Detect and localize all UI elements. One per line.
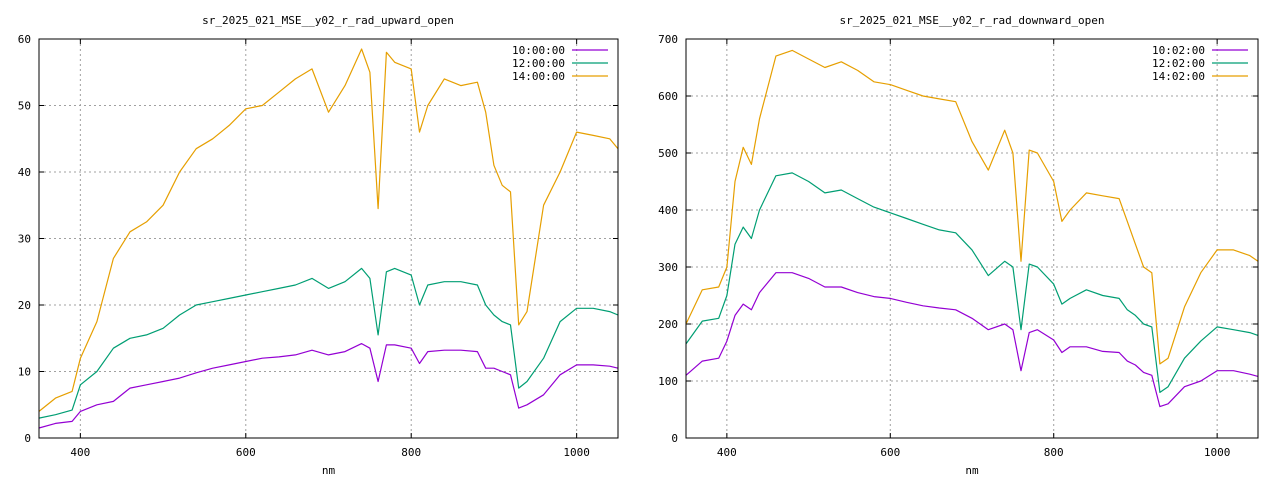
- y-tick-label: 500: [658, 147, 678, 160]
- y-tick-label: 200: [658, 318, 678, 331]
- series-line-2: [38, 267, 619, 419]
- y-tick-label: 0: [671, 432, 678, 445]
- x-tick-label: 1000: [563, 446, 590, 459]
- x-axis-label: nm: [322, 464, 336, 477]
- y-tick-label: 10: [18, 366, 31, 379]
- x-axis-label: nm: [965, 464, 979, 477]
- plot-frame: [38, 38, 619, 439]
- legend-label: 10:00:00: [512, 44, 565, 57]
- x-tick-label: 400: [70, 446, 90, 459]
- y-tick-label: 50: [18, 100, 31, 113]
- y-tick-label: 40: [18, 166, 31, 179]
- legend-label: 10:02:00: [1152, 44, 1205, 57]
- y-tick-label: 20: [18, 299, 31, 312]
- x-tick-label: 800: [401, 446, 421, 459]
- series-line-2: [685, 172, 1259, 393]
- chart-1: sr_2025_021_MSE__y02_r_rad_upward_open 0 1…: [18, 14, 619, 477]
- x-tick-label: 600: [236, 446, 256, 459]
- plot-frame: [685, 38, 1259, 439]
- y-tick-label: 600: [658, 90, 678, 103]
- x-tick-label: 400: [717, 446, 737, 459]
- legend-label: 12:02:00: [1152, 57, 1205, 70]
- x-tick-label: 600: [880, 446, 900, 459]
- y-tick-label: 300: [658, 261, 678, 274]
- y-tick-label: 100: [658, 375, 678, 388]
- series-line-1: [38, 343, 619, 429]
- y-tick-label: 30: [18, 233, 31, 246]
- y-tick-label: 400: [658, 204, 678, 217]
- legend-label: 12:00:00: [512, 57, 565, 70]
- chart-2: sr_2025_021_MSE__y02_r_rad_downward_open…: [658, 14, 1259, 477]
- y-tick-label: 0: [24, 432, 31, 445]
- series-line-1: [685, 272, 1259, 408]
- chart-title: sr_2025_021_MSE__y02_r_rad_upward_open: [202, 14, 454, 27]
- series-line-3: [38, 48, 619, 412]
- legend-label: 14:02:00: [1152, 70, 1205, 83]
- x-tick-label: 800: [1044, 446, 1064, 459]
- x-tick-label: 1000: [1204, 446, 1231, 459]
- series-line-3: [685, 49, 1259, 365]
- y-tick-label: 60: [18, 33, 31, 46]
- y-tick-label: 700: [658, 33, 678, 46]
- chart-title: sr_2025_021_MSE__y02_r_rad_downward_open: [840, 14, 1105, 27]
- legend-label: 14:00:00: [512, 70, 565, 83]
